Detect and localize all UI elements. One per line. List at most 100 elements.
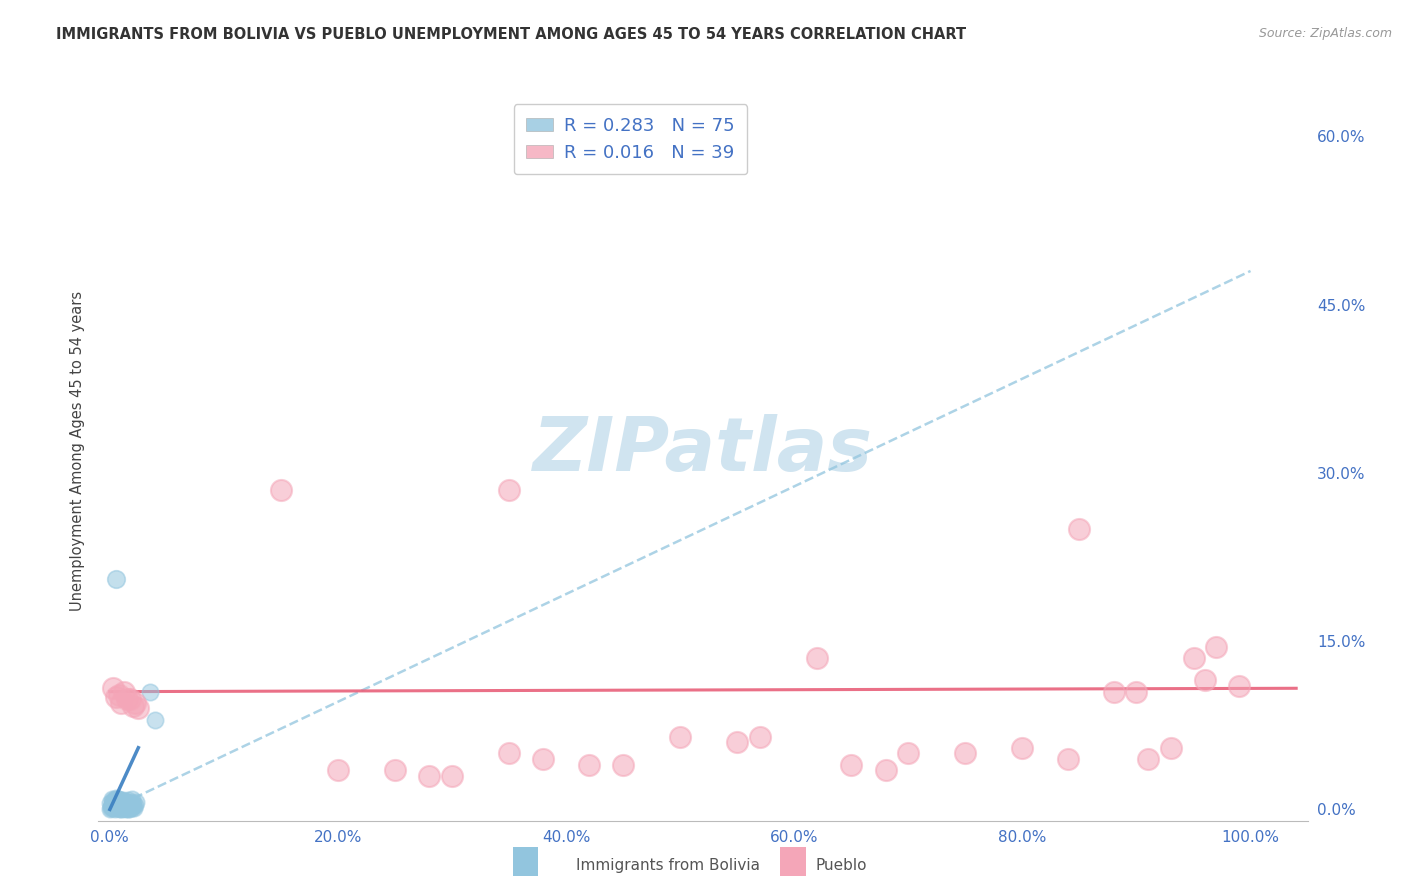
Point: [839, 757, 862, 772]
Point: [101, 797, 124, 812]
Point: [124, 696, 146, 710]
Point: [114, 802, 136, 816]
Point: [1011, 740, 1033, 755]
Legend: R = 0.283   N = 75, R = 0.016   N = 39: R = 0.283 N = 75, R = 0.016 N = 39: [513, 104, 748, 175]
Point: [100, 801, 122, 815]
Point: [111, 799, 134, 814]
Point: [110, 802, 132, 816]
Point: [1057, 752, 1080, 766]
Point: [101, 793, 124, 807]
Point: [107, 792, 129, 806]
Point: [104, 799, 127, 814]
Point: [104, 800, 127, 814]
Point: [127, 701, 149, 715]
Text: Source: ZipAtlas.com: Source: ZipAtlas.com: [1258, 27, 1392, 40]
Point: [98, 802, 121, 816]
Point: [270, 483, 292, 497]
Point: [108, 688, 131, 702]
Point: [110, 793, 132, 807]
Point: [139, 684, 162, 698]
Point: [108, 802, 131, 816]
Point: [117, 802, 139, 816]
Point: [114, 800, 136, 814]
Point: [117, 797, 139, 812]
Point: [1102, 684, 1125, 698]
Point: [110, 800, 132, 814]
Point: [111, 793, 134, 807]
Point: [105, 800, 128, 814]
Text: ZIPatlas: ZIPatlas: [533, 414, 873, 487]
Point: [108, 797, 131, 812]
Point: [612, 757, 634, 772]
Point: [111, 799, 134, 814]
Point: [1125, 684, 1147, 698]
Point: [114, 797, 136, 811]
Point: [125, 795, 148, 809]
Point: [122, 801, 145, 815]
Point: [117, 793, 139, 807]
Point: [105, 795, 128, 809]
Point: [108, 796, 131, 810]
Point: [124, 797, 146, 812]
Point: [105, 799, 128, 814]
Point: [112, 684, 135, 698]
Point: [104, 791, 127, 805]
Point: [118, 802, 141, 816]
Point: [578, 757, 600, 772]
Point: [897, 747, 920, 761]
Point: [1182, 651, 1205, 665]
Text: Pueblo: Pueblo: [815, 858, 868, 872]
Text: IMMIGRANTS FROM BOLIVIA VS PUEBLO UNEMPLOYMENT AMONG AGES 45 TO 54 YEARS CORRELA: IMMIGRANTS FROM BOLIVIA VS PUEBLO UNEMPL…: [56, 27, 966, 42]
Point: [100, 797, 122, 811]
Point: [110, 696, 132, 710]
Point: [112, 797, 135, 812]
Point: [1194, 673, 1216, 688]
Y-axis label: Unemployment Among Ages 45 to 54 years: Unemployment Among Ages 45 to 54 years: [69, 291, 84, 610]
Point: [107, 801, 129, 815]
Point: [441, 769, 464, 783]
Point: [105, 801, 128, 815]
Point: [498, 747, 520, 761]
Point: [112, 801, 135, 815]
Point: [103, 681, 125, 696]
Point: [103, 797, 125, 811]
Point: [115, 797, 138, 811]
Point: [121, 799, 143, 814]
Point: [115, 795, 138, 809]
Point: [107, 797, 129, 811]
Point: [115, 801, 138, 815]
Point: [107, 797, 129, 811]
Point: [108, 800, 131, 814]
Point: [103, 797, 125, 812]
Point: [121, 699, 143, 714]
Point: [531, 752, 554, 766]
Point: [115, 692, 138, 706]
Point: [100, 800, 122, 814]
Point: [145, 713, 167, 727]
Point: [120, 692, 142, 706]
Point: [1205, 640, 1227, 654]
Point: [110, 797, 132, 811]
Point: [669, 730, 692, 744]
Point: [955, 747, 977, 761]
Point: [114, 800, 136, 814]
Point: [121, 801, 143, 815]
Point: [498, 483, 520, 497]
Point: [101, 799, 124, 814]
Point: [101, 800, 124, 814]
Point: [118, 799, 141, 814]
Text: Immigrants from Bolivia: Immigrants from Bolivia: [576, 858, 761, 872]
Point: [115, 795, 138, 809]
Point: [121, 792, 143, 806]
Point: [104, 690, 127, 705]
Point: [725, 735, 748, 749]
Point: [122, 796, 145, 810]
Point: [418, 769, 440, 783]
Point: [110, 797, 132, 812]
Point: [104, 573, 127, 587]
Point: [108, 795, 131, 809]
Point: [749, 730, 772, 744]
Point: [384, 763, 406, 777]
Point: [326, 763, 349, 777]
Point: [1069, 522, 1091, 536]
